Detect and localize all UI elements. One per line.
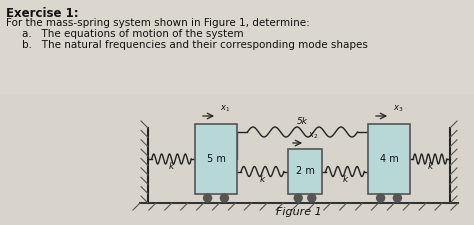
Text: $x_1$: $x_1$ xyxy=(220,104,230,114)
Text: 5k: 5k xyxy=(297,117,308,126)
Text: 5 m: 5 m xyxy=(207,154,226,164)
Text: k: k xyxy=(342,175,347,184)
Bar xyxy=(195,124,237,194)
Text: k: k xyxy=(260,175,265,184)
Text: $x_2$: $x_2$ xyxy=(308,130,319,141)
Text: b.   The natural frequencies and their corresponding mode shapes: b. The natural frequencies and their cor… xyxy=(22,40,368,50)
Text: 2 m: 2 m xyxy=(296,166,314,176)
Bar xyxy=(368,124,410,194)
Text: k: k xyxy=(169,162,174,171)
Text: a.   The equations of motion of the system: a. The equations of motion of the system xyxy=(22,29,244,39)
Circle shape xyxy=(204,194,211,202)
Circle shape xyxy=(220,194,228,202)
Bar xyxy=(0,0,474,95)
Circle shape xyxy=(308,194,316,202)
Text: $x_3$: $x_3$ xyxy=(393,104,403,114)
Text: Exercise 1:: Exercise 1: xyxy=(6,7,79,20)
Text: 4 m: 4 m xyxy=(380,154,398,164)
Text: Figure 1: Figure 1 xyxy=(276,207,322,217)
Text: For the mass-spring system shown in Figure 1, determine:: For the mass-spring system shown in Figu… xyxy=(6,18,310,28)
Circle shape xyxy=(377,194,384,202)
Circle shape xyxy=(393,194,401,202)
Text: k: k xyxy=(428,162,433,171)
Circle shape xyxy=(294,194,302,202)
Bar xyxy=(288,149,322,194)
